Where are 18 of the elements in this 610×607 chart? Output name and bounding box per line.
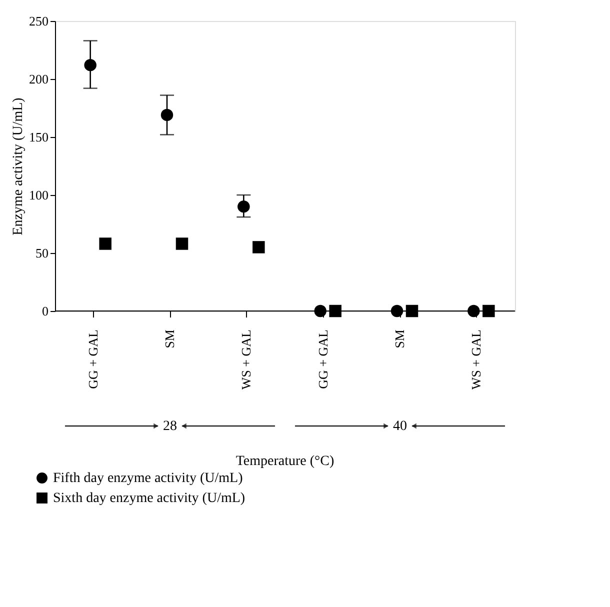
- x-axis-title: Temperature (°C): [236, 454, 334, 469]
- text: 28: [163, 419, 177, 434]
- legend-label: Fifth day enzyme activity (U/mL): [53, 471, 244, 486]
- y-tick-label: 0: [42, 304, 48, 318]
- x-tick-label: WS + GAL: [468, 329, 484, 390]
- y-tick-label: 250: [29, 14, 48, 28]
- y-tick-label: 150: [29, 130, 48, 144]
- y-tick-label: 100: [29, 188, 48, 202]
- y-tick-label: 50: [36, 246, 48, 260]
- x-tick-label: SM: [392, 329, 407, 348]
- legend-label: Sixth day enzyme activity (U/mL): [53, 491, 246, 506]
- y-axis-title: Enzyme activity (U/mL): [11, 97, 26, 236]
- x-tick-label: WS + GAL: [238, 329, 254, 390]
- x-tick-label: GG + GAL: [315, 329, 330, 389]
- text: 40: [393, 419, 407, 434]
- x-tick-label: GG + GAL: [85, 329, 100, 389]
- y-tick-label: 200: [29, 72, 48, 86]
- x-tick-label: SM: [162, 329, 177, 348]
